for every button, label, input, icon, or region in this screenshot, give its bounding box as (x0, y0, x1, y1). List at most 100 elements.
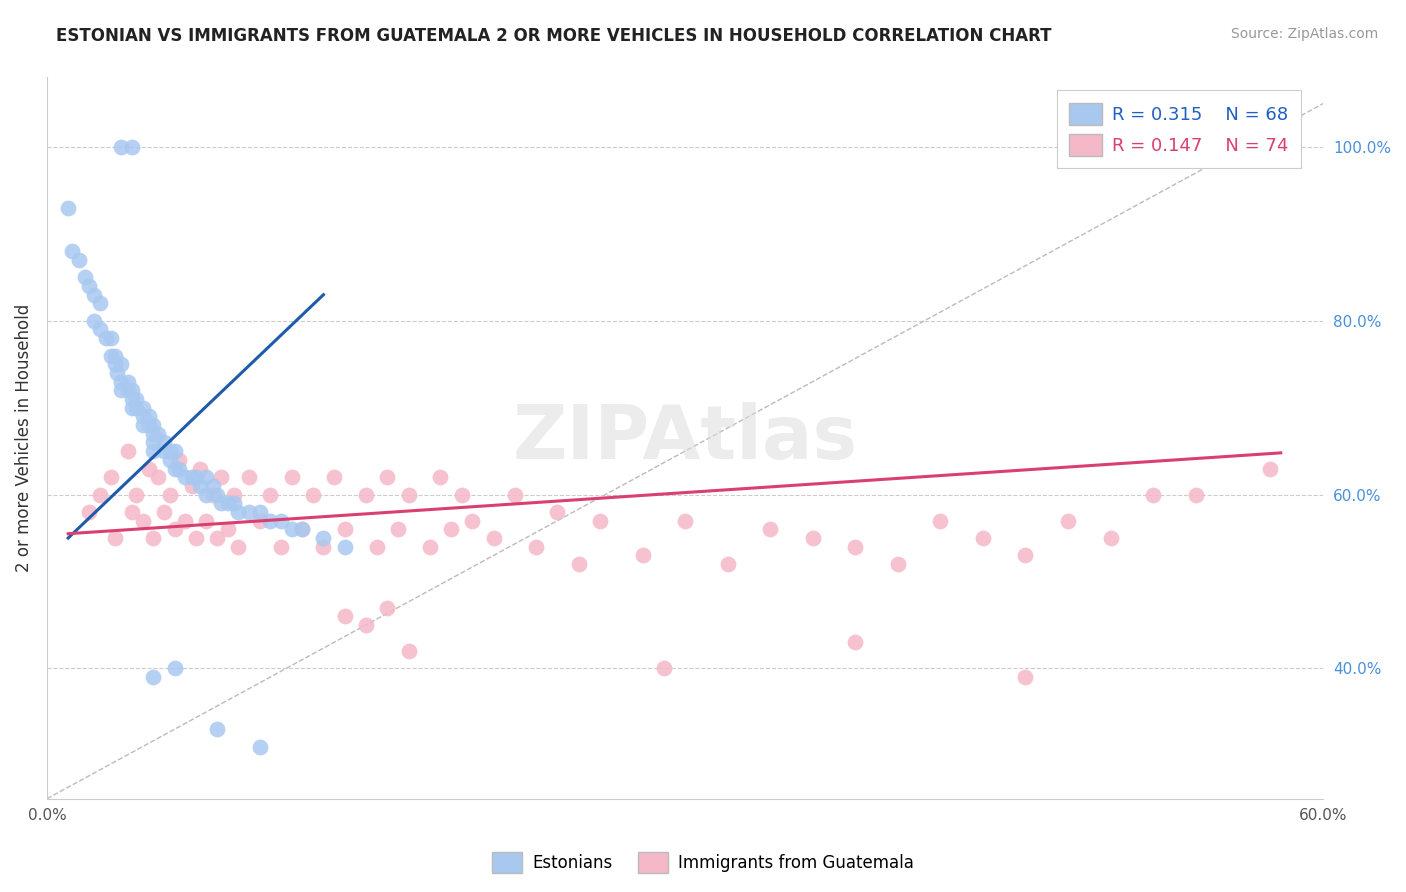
Point (104, 531, 127, 545)
Point (138, 461, 160, 475)
Point (1057, 514, 1080, 528)
Point (222, 496, 245, 510)
Point (142, 531, 165, 545)
Point (105, 366, 128, 380)
Point (188, 479, 211, 493)
Point (280, 522, 302, 536)
Point (546, 505, 568, 519)
Point (209, 470, 232, 484)
Point (100, 331, 122, 345)
Point (673, 514, 696, 528)
Point (167, 461, 190, 475)
Point (375, 600, 398, 615)
Point (1014, 670, 1036, 684)
Point (56, 201, 79, 215)
Point (631, 549, 654, 563)
Point (440, 522, 463, 536)
Point (121, 384, 143, 398)
Point (174, 470, 197, 484)
Point (125, 487, 148, 501)
Point (79, 279, 101, 293)
Text: Source: ZipAtlas.com: Source: ZipAtlas.com (1230, 27, 1378, 41)
Point (110, 375, 132, 389)
Point (1258, 461, 1281, 475)
Point (280, 470, 302, 484)
Point (228, 505, 250, 519)
Point (398, 487, 420, 501)
Point (146, 426, 169, 441)
Point (249, 739, 271, 754)
Point (259, 487, 281, 501)
Point (104, 349, 127, 363)
Point (121, 401, 143, 415)
Point (398, 644, 420, 658)
Point (163, 461, 186, 475)
Point (333, 522, 356, 536)
Point (249, 505, 271, 519)
Point (450, 487, 472, 501)
Point (153, 435, 176, 450)
Point (138, 409, 160, 424)
Point (323, 470, 346, 484)
Point (568, 557, 591, 571)
Point (121, 140, 143, 154)
Point (222, 487, 245, 501)
Point (801, 531, 824, 545)
Point (461, 514, 484, 528)
Point (238, 470, 260, 484)
Point (180, 479, 202, 493)
Point (89, 487, 111, 501)
Point (117, 375, 139, 389)
Point (83, 314, 105, 328)
Point (62, 244, 84, 259)
Point (217, 496, 239, 510)
Point (209, 496, 232, 510)
Point (301, 487, 323, 501)
Point (717, 557, 740, 571)
Point (228, 540, 250, 554)
Point (125, 392, 148, 406)
Point (117, 444, 139, 458)
Point (121, 505, 143, 519)
Point (75, 270, 97, 285)
Point (163, 661, 186, 675)
Point (652, 661, 675, 675)
Point (205, 487, 228, 501)
Point (929, 514, 952, 528)
Point (131, 401, 153, 415)
Point (131, 418, 153, 433)
Point (270, 514, 292, 528)
Point (387, 522, 409, 536)
Point (354, 618, 377, 632)
Legend: R = 0.315    N = 68, R = 0.147    N = 74: R = 0.315 N = 68, R = 0.147 N = 74 (1056, 90, 1302, 169)
Point (100, 470, 122, 484)
Point (188, 461, 211, 475)
Point (117, 384, 139, 398)
Text: ZIPAtlas: ZIPAtlas (513, 401, 858, 475)
Point (163, 444, 186, 458)
Point (259, 514, 281, 528)
Point (174, 514, 197, 528)
Point (67, 252, 90, 267)
Point (184, 470, 207, 484)
Point (142, 435, 165, 450)
Point (759, 522, 782, 536)
Point (333, 540, 356, 554)
Point (1142, 487, 1164, 501)
Point (217, 522, 239, 536)
Point (167, 452, 190, 467)
Point (184, 531, 207, 545)
Point (503, 487, 526, 501)
Point (146, 470, 169, 484)
Legend: Estonians, Immigrants from Guatemala: Estonians, Immigrants from Guatemala (485, 846, 921, 880)
Point (180, 470, 202, 484)
Point (104, 357, 127, 371)
Point (312, 531, 335, 545)
Point (110, 357, 132, 371)
Point (159, 452, 181, 467)
Point (142, 426, 165, 441)
Point (100, 349, 122, 363)
Point (131, 514, 153, 528)
Y-axis label: 2 or more Vehicles in Household: 2 or more Vehicles in Household (15, 304, 32, 573)
Point (125, 401, 148, 415)
